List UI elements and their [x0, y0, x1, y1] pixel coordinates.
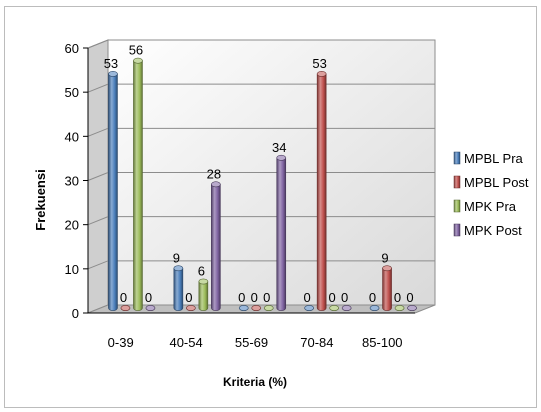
bar	[251, 305, 262, 311]
data-label: 56	[129, 43, 143, 58]
x-tick-label: 0-39	[108, 335, 134, 350]
legend-swatch	[453, 175, 461, 189]
y-tick-label: 50	[65, 85, 79, 100]
bar	[382, 265, 392, 311]
bar	[369, 305, 380, 311]
legend-label: MPBL Post	[464, 175, 529, 190]
bar	[316, 71, 327, 311]
legend-swatch	[453, 223, 461, 237]
y-tick-label: 60	[65, 41, 79, 56]
bar	[394, 305, 405, 311]
bar	[304, 305, 314, 311]
gridline	[87, 39, 435, 49]
x-tick-label: 70-84	[300, 335, 333, 350]
bar	[186, 305, 196, 311]
data-label: 53	[104, 56, 118, 71]
bar	[211, 181, 221, 311]
y-tick-label: 30	[65, 174, 79, 189]
legend-swatch	[453, 151, 461, 165]
data-label: 9	[381, 250, 388, 265]
x-axis-ticks: 0-39 40-54 55-69 70-84 85-100	[88, 312, 415, 350]
bar	[145, 305, 156, 311]
data-label: 0	[185, 290, 192, 305]
x-tick-label: 55-69	[235, 335, 268, 350]
data-label: 6	[198, 264, 205, 279]
y-tick-label: 40	[65, 129, 79, 144]
data-label: 0	[238, 290, 245, 305]
legend-label: MPK Post	[464, 223, 522, 238]
bar	[108, 71, 118, 311]
data-label: 53	[312, 56, 326, 71]
y-axis-ticks: 0 10 20 30 40 50 60	[65, 41, 89, 321]
y-axis-label: Frekuensi	[33, 169, 48, 230]
legend-label: MPBL Pra	[464, 151, 524, 166]
bar	[407, 305, 417, 311]
bar	[263, 305, 274, 311]
legend-item: MPK Pra	[453, 199, 517, 214]
legend-item: MPK Post	[453, 223, 522, 238]
data-label: 34	[272, 140, 286, 155]
data-label: 0	[394, 290, 401, 305]
data-label: 0	[263, 290, 270, 305]
data-label: 0	[329, 290, 336, 305]
legend-item: MPBL Post	[453, 175, 529, 190]
bar	[198, 278, 209, 311]
y-tick-label: 20	[65, 218, 79, 233]
data-label: 0	[120, 290, 127, 305]
legend-swatch	[453, 199, 461, 213]
legend: MPBL Pra MPBL Post MPK Pra MPK Post	[453, 151, 529, 238]
bar	[329, 305, 339, 311]
bar	[173, 265, 184, 311]
x-tick-label: 40-54	[169, 335, 202, 350]
data-label: 0	[369, 290, 376, 305]
data-label: 0	[304, 290, 311, 305]
bar	[276, 154, 287, 311]
bars	[108, 57, 417, 311]
y-tick-label: 10	[65, 262, 79, 277]
data-label: 28	[207, 166, 221, 181]
bar	[341, 305, 352, 311]
bar	[238, 305, 249, 311]
data-label: 0	[251, 290, 258, 305]
y-tick-label: 0	[72, 306, 79, 321]
data-label: 0	[341, 290, 348, 305]
legend-item: MPBL Pra	[453, 151, 524, 166]
data-label: 0	[145, 290, 152, 305]
legend-label: MPK Pra	[464, 199, 517, 214]
x-axis-label: Kriteria (%)	[223, 375, 287, 389]
bar	[120, 305, 131, 311]
x-tick-label: 85-100	[362, 335, 402, 350]
data-label: 0	[406, 290, 413, 305]
bar	[133, 57, 143, 311]
data-label: 9	[173, 250, 180, 265]
